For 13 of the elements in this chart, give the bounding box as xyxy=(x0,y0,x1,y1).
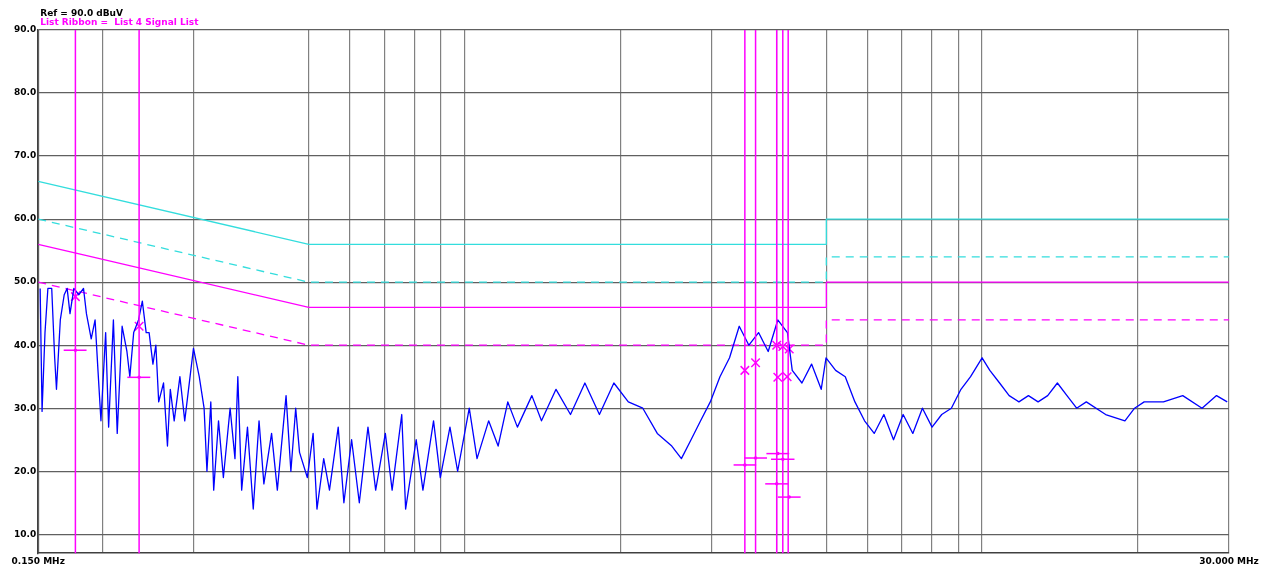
y-tick-label: 40.0 xyxy=(13,339,37,350)
y-tick-label: 60.0 xyxy=(13,213,37,224)
text: List Ribbon = List 4 Signal List xyxy=(40,17,200,27)
text: Ref = 90.0 dBuV xyxy=(40,8,124,18)
x-tick-label: 30.000 MHz xyxy=(1199,555,1259,566)
y-tick-label: 70.0 xyxy=(13,150,37,161)
x-tick-label: 0.150 MHz xyxy=(11,555,65,566)
y-tick-label: 10.0 xyxy=(13,528,37,539)
y-tick-label: 30.0 xyxy=(13,402,37,413)
y-tick-label: 20.0 xyxy=(13,465,37,476)
y-tick-label: 80.0 xyxy=(13,87,37,98)
y-tick-label: 90.0 xyxy=(13,24,37,35)
y-tick-label: 50.0 xyxy=(13,276,37,287)
